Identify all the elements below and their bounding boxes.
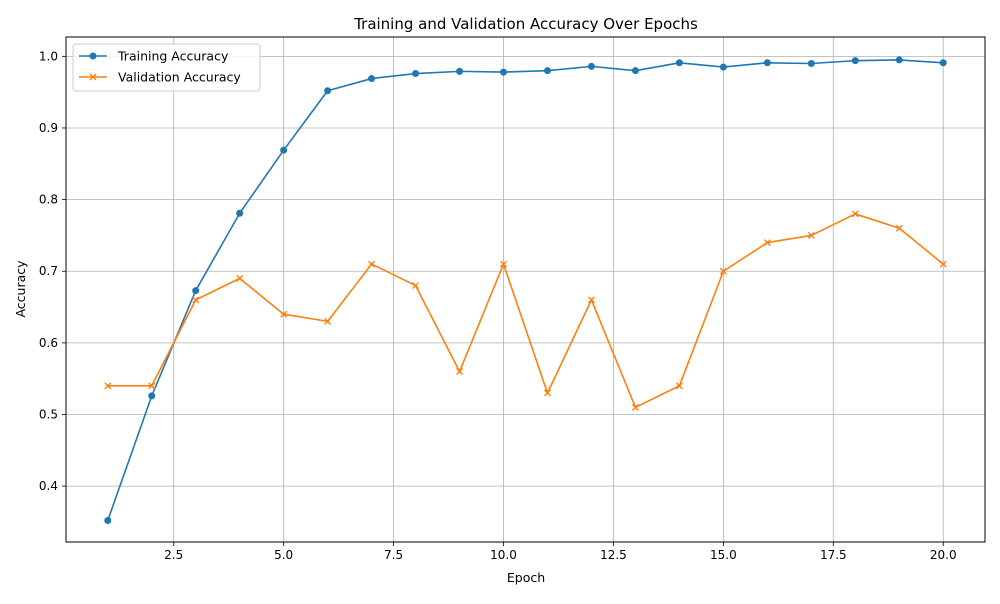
x-tick-label: 15.0 [710, 548, 737, 562]
training-accuracy-point [851, 57, 859, 65]
validation-accuracy-point [587, 296, 595, 304]
training-accuracy-point [719, 63, 727, 71]
validation-accuracy-point [631, 403, 639, 411]
chart-title: Training and Validation Accuracy Over Ep… [353, 15, 698, 33]
y-tick-label: 0.4 [39, 479, 58, 493]
validation-accuracy-point [280, 310, 288, 318]
validation-accuracy-point [807, 231, 815, 239]
training-accuracy-point [763, 59, 771, 67]
training-accuracy-point [280, 146, 288, 154]
validation-accuracy-point [368, 260, 376, 268]
training-accuracy-point [939, 59, 947, 67]
training-accuracy-point [368, 75, 376, 83]
x-tick-label: 12.5 [600, 548, 627, 562]
training-accuracy-point [324, 87, 332, 95]
training-accuracy-point [412, 70, 420, 78]
y-tick-label: 0.7 [39, 264, 58, 278]
training-accuracy-point [192, 287, 200, 295]
validation-accuracy-point [895, 224, 903, 232]
validation-accuracy-point [324, 317, 332, 325]
x-tick-label: 2.5 [164, 548, 183, 562]
x-tick-label: 10.0 [490, 548, 517, 562]
validation-accuracy-point [412, 282, 420, 290]
y-tick-label: 0.6 [39, 336, 58, 350]
y-axis-label: Accuracy [13, 260, 28, 318]
training-accuracy-point [543, 67, 551, 75]
training-accuracy-point [104, 517, 112, 525]
training-accuracy-point [148, 392, 156, 400]
training-accuracy-point [236, 209, 244, 217]
training-accuracy-point [807, 60, 815, 68]
legend: Training Accuracy Validation Accuracy [72, 43, 261, 92]
training-accuracy-line [107, 59, 944, 521]
validation-accuracy-series [104, 210, 947, 411]
x-axis-ticks: 2.5 5.0 7.5 10.0 12.5 15.0 17.5 20.0 [164, 542, 957, 562]
validation-accuracy-point [148, 382, 156, 390]
validation-accuracy-point [939, 260, 947, 268]
legend-box [72, 43, 261, 92]
validation-accuracy-point [675, 382, 683, 390]
y-tick-label: 0.9 [39, 121, 58, 135]
grid-lines [66, 37, 985, 542]
y-tick-label: 0.5 [39, 407, 58, 421]
series-layer [104, 56, 947, 525]
validation-accuracy-point [763, 239, 771, 247]
training-accuracy-point [587, 62, 595, 70]
legend-label-training-accuracy: Training Accuracy [117, 49, 229, 64]
validation-accuracy-point [104, 382, 112, 390]
y-tick-label: 1.0 [39, 49, 58, 63]
validation-accuracy-point [236, 274, 244, 282]
y-axis-ticks: 0.4 0.5 0.6 0.7 0.8 0.9 1.0 [39, 49, 66, 493]
training-accuracy-point [456, 67, 464, 75]
x-axis-label: Epoch [507, 570, 545, 585]
training-accuracy-point [500, 68, 508, 76]
validation-accuracy-point [719, 267, 727, 275]
training-accuracy-point [895, 56, 903, 64]
legend-label-validation-accuracy: Validation Accuracy [118, 70, 241, 85]
validation-accuracy-point [851, 210, 859, 218]
validation-accuracy-point [192, 296, 200, 304]
x-tick-label: 17.5 [820, 548, 847, 562]
validation-accuracy-point [456, 368, 464, 376]
validation-accuracy-line [107, 213, 944, 409]
x-tick-label: 7.5 [384, 548, 403, 562]
legend-marker-validation-accuracy [89, 73, 97, 81]
validation-accuracy-point [500, 260, 508, 268]
x-tick-label: 5.0 [274, 548, 293, 562]
training-accuracy-point [631, 67, 639, 75]
training-accuracy-series [104, 56, 947, 525]
plot-area-frame [65, 36, 986, 543]
x-tick-label: 20.0 [930, 548, 957, 562]
legend-marker-training-accuracy [89, 52, 97, 60]
y-tick-label: 0.8 [39, 193, 58, 207]
training-accuracy-point [675, 59, 683, 67]
validation-accuracy-point [543, 389, 551, 397]
